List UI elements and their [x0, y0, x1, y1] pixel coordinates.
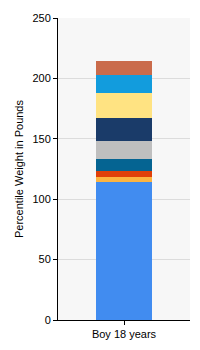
svg-text:50: 50 [39, 253, 51, 265]
svg-text:Percentile Weight in Pounds: Percentile Weight in Pounds [13, 100, 25, 238]
svg-text:150: 150 [32, 133, 50, 145]
svg-text:Boy 18 years: Boy 18 years [92, 328, 157, 340]
svg-text:250: 250 [32, 12, 50, 24]
svg-text:200: 200 [32, 72, 50, 84]
svg-text:100: 100 [32, 193, 50, 205]
svg-text:0: 0 [45, 314, 51, 326]
